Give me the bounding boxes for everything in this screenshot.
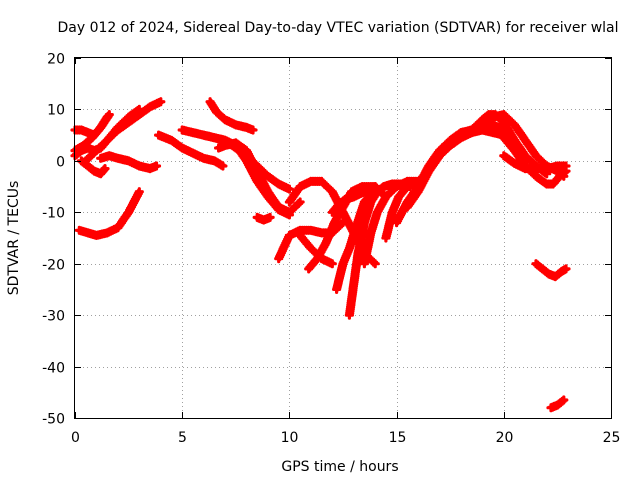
series-arc-5 — [76, 156, 110, 179]
series-arc-28 — [499, 151, 571, 174]
y-tick-label: -10 — [42, 206, 65, 222]
series-markers — [214, 138, 305, 217]
y-axis-label: SDTVAR / TECUs — [6, 181, 22, 296]
series-markers — [252, 212, 275, 225]
series-arc-13 — [252, 212, 275, 225]
series-arc-29 — [531, 259, 571, 282]
series-markers — [359, 176, 421, 269]
series-arc-6 — [96, 151, 162, 174]
series-markers — [499, 151, 571, 174]
series-markers — [96, 151, 162, 174]
x-tick-label: 15 — [389, 430, 407, 446]
series-markers — [332, 187, 378, 294]
series-markers — [531, 259, 571, 282]
series-markers — [74, 187, 144, 240]
series-markers — [76, 156, 110, 179]
y-tick-label: 10 — [47, 103, 65, 119]
axes: 0 5 10 15 20 25 -50 -40 -30 -20 -10 0 10 20 — [42, 52, 620, 447]
y-tick-label: 20 — [47, 52, 65, 68]
series-markers — [154, 130, 228, 171]
chart-title: Day 012 of 2024, Sidereal Day-to-day VTE… — [57, 20, 618, 36]
series-arc-10 — [205, 97, 258, 135]
series-arc-8 — [154, 130, 228, 171]
series-arc-12 — [214, 138, 305, 217]
series-markers — [295, 230, 337, 269]
series-arc-19 — [332, 187, 378, 294]
series-arc-7 — [74, 187, 144, 240]
x-tick-label: 0 — [71, 430, 80, 446]
y-tick-label: -30 — [42, 309, 65, 325]
grid-lines — [75, 58, 611, 418]
x-tick-label: 20 — [496, 430, 514, 446]
x-tick-label: 25 — [603, 430, 621, 446]
y-tick-label: 0 — [56, 155, 65, 171]
x-tick-label: 5 — [178, 430, 187, 446]
y-tick-label: -20 — [42, 258, 65, 274]
plot-frame — [74, 57, 612, 419]
series-markers — [205, 97, 258, 135]
series-arc-9 — [177, 125, 294, 194]
y-tick-label: -40 — [42, 361, 65, 377]
series-markers — [177, 125, 294, 194]
x-axis-label: GPS time / hours — [281, 459, 398, 475]
series-arc-17 — [295, 230, 337, 269]
y-tick-label: -50 — [42, 412, 65, 428]
series-markers — [546, 395, 569, 413]
x-tick-label: 10 — [281, 430, 299, 446]
series-arc-30 — [546, 395, 569, 413]
series-arc-21 — [359, 176, 421, 269]
data-series — [70, 97, 571, 413]
